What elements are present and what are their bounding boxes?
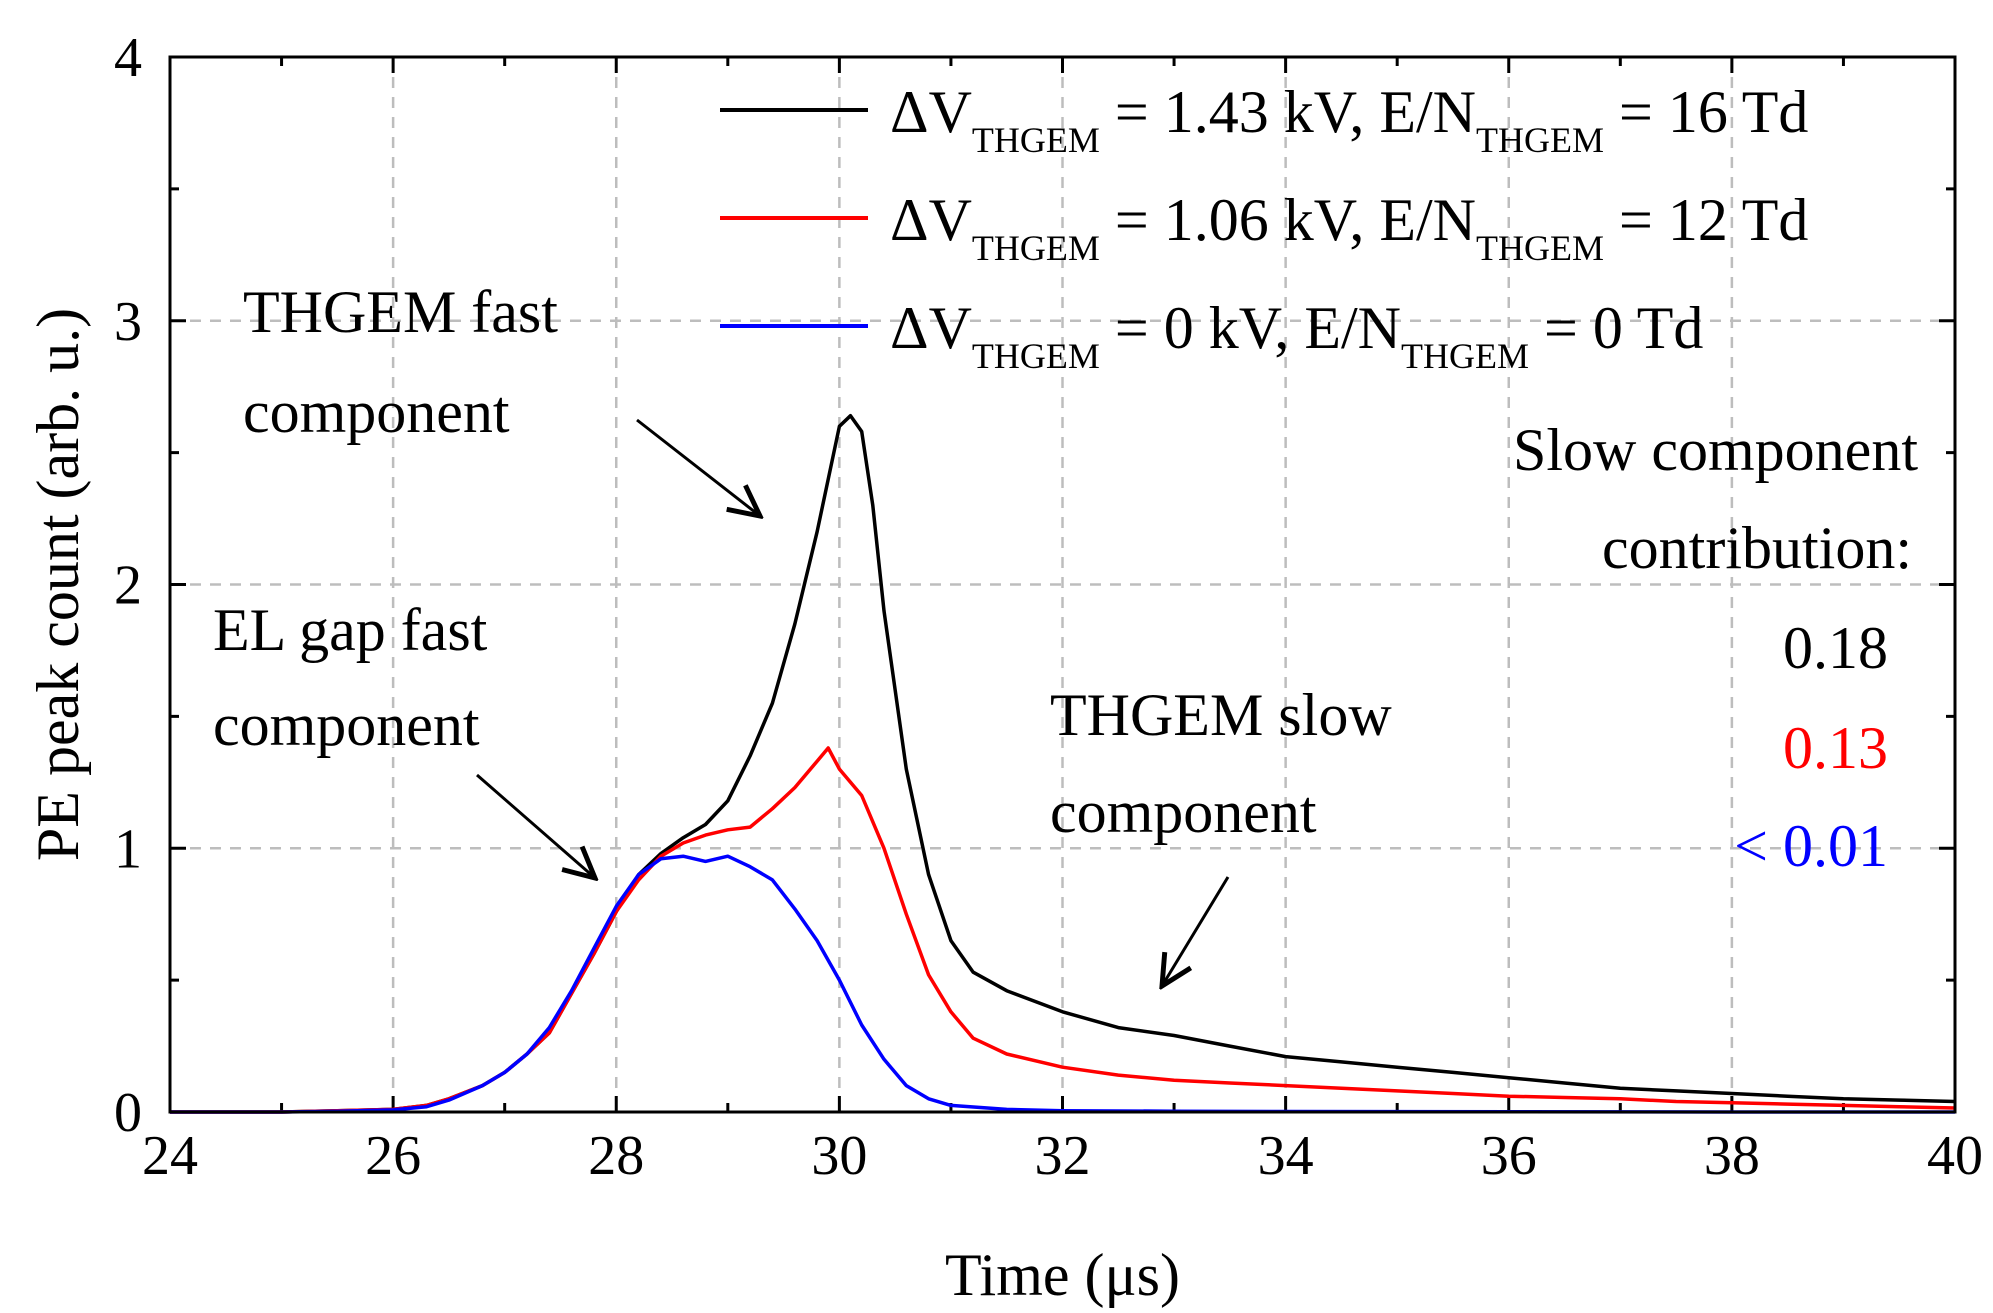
- legend-subscript: THGEM: [972, 120, 1100, 160]
- legend-subscript: THGEM: [1401, 336, 1529, 376]
- annotation-el-gap-fast: EL gap fast component: [213, 597, 595, 878]
- legend-text: ΔV: [890, 187, 972, 253]
- legend-subscript: THGEM: [1476, 228, 1604, 268]
- legend-text: = 1.06 kV, E/N: [1100, 187, 1476, 253]
- legend-label-2: ΔVTHGEM = 1.06 kV, E/NTHGEM = 12 Td: [890, 187, 1808, 268]
- y-tick-label: 4: [114, 27, 142, 89]
- grid-lines: [170, 57, 1955, 1112]
- y-tick-label: 2: [114, 555, 142, 617]
- x-tick-label: 30: [811, 1125, 867, 1187]
- y-tick-label: 0: [114, 1082, 142, 1144]
- legend-subscript: THGEM: [972, 336, 1100, 376]
- slow-contribution-title-line1: Slow component: [1513, 417, 1918, 483]
- annotation-el-gap-fast-line1: EL gap fast: [213, 597, 488, 663]
- annotation-thgem-fast-line2: component: [243, 379, 510, 445]
- arrow-thgem-fast: [636, 418, 760, 516]
- contribution-values: 0.18 0.13 < 0.01: [1734, 615, 1888, 879]
- legend-text: ΔV: [890, 295, 972, 361]
- legend-label-1: ΔVTHGEM = 1.43 kV, E/NTHGEM = 16 Td: [890, 79, 1808, 160]
- slow-component-contribution: Slow component contribution: 0.18 0.13 < 0…: [1513, 417, 1918, 879]
- x-tick-label: 38: [1704, 1125, 1760, 1187]
- x-tick-label: 26: [365, 1125, 421, 1187]
- annotation-thgem-slow: THGEM slow component: [1050, 682, 1392, 986]
- annotation-thgem-fast: THGEM fast component: [243, 279, 760, 516]
- contribution-value-3: < 0.01: [1734, 813, 1888, 879]
- arrow-el-gap-fast: [476, 773, 595, 878]
- x-tick-label: 24: [142, 1125, 198, 1187]
- series-line-3: [170, 854, 1955, 1114]
- legend-text: ΔV: [890, 79, 972, 145]
- series-lines: [170, 413, 1956, 1114]
- legend-label-3: ΔVTHGEM = 0 kV, E/NTHGEM = 0 Td: [890, 295, 1703, 376]
- legend-text: = 0 Td: [1529, 295, 1703, 361]
- legend-text: = 12 Td: [1604, 187, 1808, 253]
- y-axis-label: PE peak count (arb. u.): [25, 308, 91, 861]
- legend-text: = 0 kV, E/N: [1100, 295, 1401, 361]
- x-tick-label: 36: [1481, 1125, 1537, 1187]
- legend-subscript: THGEM: [1476, 120, 1604, 160]
- legend-subscript: THGEM: [972, 228, 1100, 268]
- x-tick-label: 34: [1258, 1125, 1314, 1187]
- legend: ΔVTHGEM = 1.43 kV, E/NTHGEM = 16 TdΔVTHG…: [720, 79, 1808, 376]
- slow-contribution-title-line2: contribution:: [1602, 515, 1912, 581]
- annotation-el-gap-fast-line2: component: [213, 692, 480, 758]
- arrow-thgem-slow: [1162, 876, 1230, 986]
- y-tick-label: 3: [114, 291, 142, 353]
- annotation-thgem-slow-line2: component: [1050, 779, 1317, 845]
- x-axis-label: Time (μs): [945, 1242, 1180, 1308]
- contribution-value-2: 0.13: [1783, 715, 1888, 781]
- plot-frame: [168, 55, 1957, 1114]
- legend-text: = 1.43 kV, E/N: [1100, 79, 1476, 145]
- contribution-value-1: 0.18: [1783, 615, 1888, 681]
- x-tick-label: 40: [1927, 1125, 1983, 1187]
- annotation-thgem-slow-line1: THGEM slow: [1050, 682, 1392, 748]
- legend-text: = 16 Td: [1604, 79, 1808, 145]
- annotation-thgem-fast-line1: THGEM fast: [243, 279, 558, 345]
- y-tick-label: 1: [114, 818, 142, 880]
- x-tick-label: 28: [588, 1125, 644, 1187]
- x-tick-label: 32: [1035, 1125, 1091, 1187]
